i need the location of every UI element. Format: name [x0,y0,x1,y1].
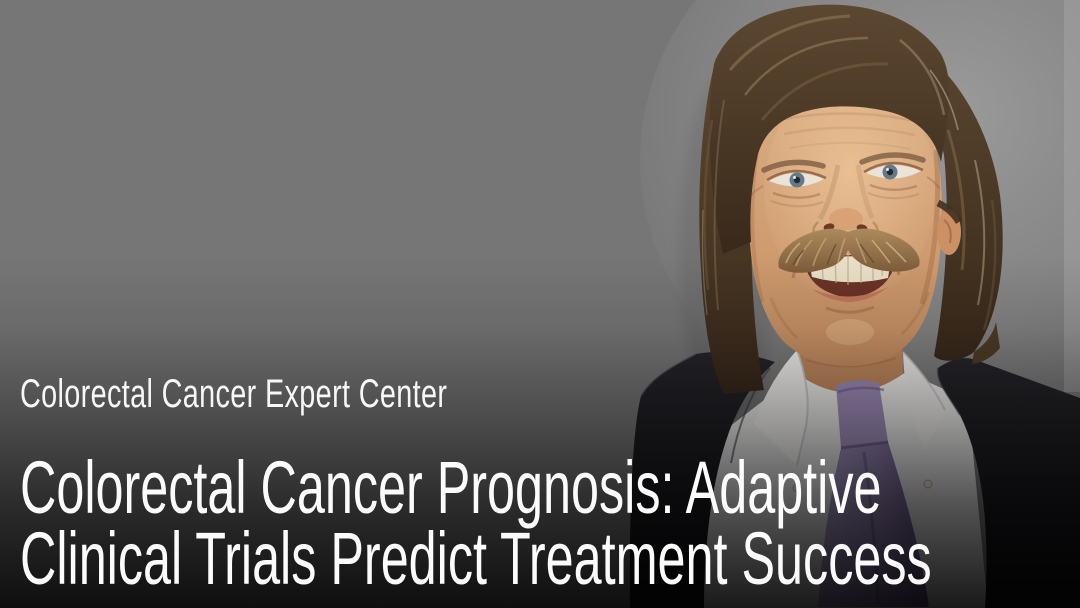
channel-kicker-text: Colorectal Cancer Expert Center [20,372,448,416]
title-line-1: Colorectal Cancer Prognosis: Adaptive [20,446,882,529]
video-title-text: Colorectal Cancer Prognosis: Adaptive Cl… [20,446,932,600]
title-line-2: Clinical Trials Predict Treatment Succes… [20,517,932,600]
